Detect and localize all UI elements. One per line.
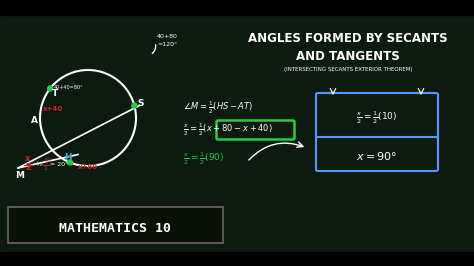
Text: AND TANGENTS: AND TANGENTS — [296, 49, 400, 63]
Text: 40: 40 — [44, 158, 52, 163]
Text: M: M — [15, 171, 24, 180]
Circle shape — [67, 160, 73, 165]
Text: S: S — [137, 99, 144, 108]
FancyBboxPatch shape — [217, 120, 294, 139]
Text: $\frac{x}{2} = \frac{1}{2}(90)$: $\frac{x}{2} = \frac{1}{2}(90)$ — [183, 150, 224, 167]
Text: H: H — [64, 153, 72, 162]
Circle shape — [132, 103, 137, 108]
Text: T: T — [52, 89, 58, 98]
Text: $\frac{x}{2} = \frac{1}{2}(10)$: $\frac{x}{2} = \frac{1}{2}(10)$ — [356, 110, 398, 126]
Text: = 20°: = 20° — [50, 162, 68, 167]
Text: MATHEMATICS 10: MATHEMATICS 10 — [59, 222, 171, 235]
Text: x+80: x+80 — [78, 164, 98, 169]
Text: A: A — [31, 116, 38, 125]
FancyBboxPatch shape — [316, 93, 438, 139]
Text: $\angle M = \frac{1}{2}(HS - AT)$: $\angle M = \frac{1}{2}(HS - AT)$ — [183, 100, 253, 117]
Text: x: x — [25, 154, 31, 163]
Text: 40+40=80°: 40+40=80° — [54, 85, 84, 90]
FancyBboxPatch shape — [8, 207, 223, 243]
FancyBboxPatch shape — [316, 137, 438, 171]
Text: x+40: x+40 — [43, 106, 64, 112]
Text: $x = 90°$: $x = 90°$ — [356, 150, 398, 162]
Text: =120°: =120° — [157, 42, 177, 47]
Text: 40+80: 40+80 — [157, 34, 178, 39]
Text: 1: 1 — [43, 166, 47, 171]
Text: (INTERSECTING SECANTS EXTERIOR THEOREM): (INTERSECTING SECANTS EXTERIOR THEOREM) — [284, 68, 412, 73]
Text: ANGLES FORMED BY SECANTS: ANGLES FORMED BY SECANTS — [248, 31, 448, 44]
Circle shape — [48, 86, 53, 91]
Text: ½·: ½· — [36, 162, 44, 167]
Text: 2: 2 — [25, 163, 31, 172]
Text: $\frac{x}{2} = \frac{1}{2}(x+80 - x+40)$: $\frac{x}{2} = \frac{1}{2}(x+80 - x+40)$ — [183, 122, 273, 138]
